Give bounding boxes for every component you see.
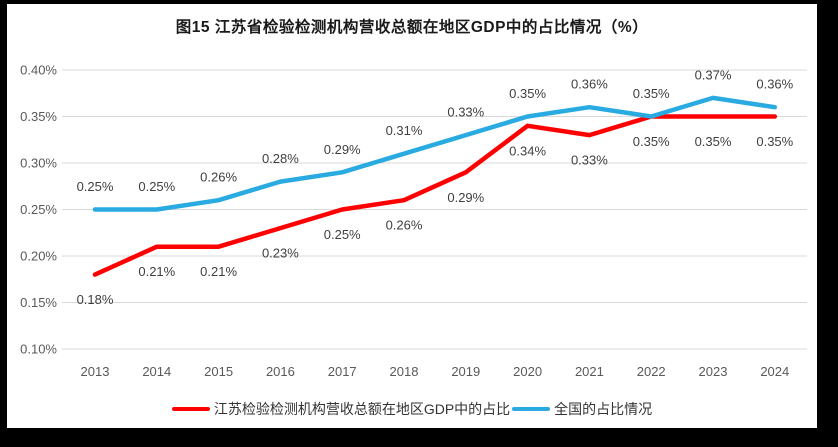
data-point-label: 0.25% <box>324 227 361 242</box>
legend-label-jiangsu: 江苏检验检测机构营收总额在地区GDP中的占比 <box>213 401 511 417</box>
data-point-label: 0.26% <box>200 170 237 185</box>
data-point-label: 0.37% <box>695 67 732 82</box>
line-chart-plot-area: 0.40% 0.35% 0.30% 0.25% 0.20% 0.15% 0.10% 2013 2… <box>20 63 807 379</box>
x-axis-tick-label: 2014 <box>142 364 171 379</box>
data-point-label: 0.33% <box>571 153 608 168</box>
data-point-label: 0.35% <box>695 134 732 149</box>
legend-line-red-icon <box>171 407 210 411</box>
data-point-label: 0.21% <box>200 264 237 279</box>
data-point-label: 0.33% <box>447 105 484 120</box>
y-axis-tick-label: 0.25% <box>20 202 57 217</box>
data-point-label: 0.29% <box>447 190 484 205</box>
chart-page: 图15 江苏省检验检测机构营收总额在地区GDP中的占比情况（%） 0.40% 0.… <box>7 4 817 428</box>
y-axis-tick-label: 0.40% <box>20 63 57 78</box>
x-axis-tick-label: 2018 <box>390 364 419 379</box>
y-axis-tick-label: 0.30% <box>20 156 57 171</box>
y-axis-tick-label: 0.10% <box>20 342 57 357</box>
data-point-label: 0.21% <box>138 264 175 279</box>
data-point-label: 0.31% <box>386 123 423 138</box>
legend-item-national[interactable]: 全国的占比情况 <box>512 399 652 419</box>
x-axis-tick-label: 2021 <box>575 364 604 379</box>
x-axis-tick-label: 2019 <box>451 364 480 379</box>
data-point-label: 0.35% <box>633 134 670 149</box>
x-axis-tick-label: 2016 <box>266 364 295 379</box>
legend-label-national: 全国的占比情况 <box>554 401 653 417</box>
data-point-label: 0.25% <box>77 179 114 194</box>
data-point-label: 0.29% <box>324 142 361 157</box>
data-point-label: 0.36% <box>756 77 793 92</box>
legend-item-jiangsu[interactable]: 江苏检验检测机构营收总额在地区GDP中的占比 <box>171 399 511 419</box>
data-point-label: 0.36% <box>571 77 608 92</box>
data-point-label: 0.34% <box>509 143 546 158</box>
y-axis-tick-label: 0.20% <box>20 249 57 264</box>
data-point-label: 0.26% <box>386 218 423 233</box>
series-line <box>92 95 778 212</box>
chart-legend: 江苏检验检测机构营收总额在地区GDP中的占比 全国的占比情况 <box>7 399 817 419</box>
chart-title: 图15 江苏省检验检测机构营收总额在地区GDP中的占比情况（%） <box>175 19 649 36</box>
data-point-label: 0.23% <box>262 246 299 261</box>
data-point-label: 0.35% <box>509 86 546 101</box>
x-axis-tick-label: 2023 <box>699 364 728 379</box>
data-point-label: 0.25% <box>138 179 175 194</box>
x-axis-tick-label: 2015 <box>204 364 233 379</box>
data-point-label: 0.28% <box>262 151 299 166</box>
data-point-label: 0.18% <box>77 292 114 307</box>
legend-line-blue-icon <box>512 407 551 411</box>
data-point-label: 0.35% <box>633 86 670 101</box>
y-axis-tick-label: 0.35% <box>20 109 57 124</box>
x-axis-tick-label: 2022 <box>637 364 666 379</box>
x-axis-tick-label: 2013 <box>81 364 110 379</box>
data-point-label: 0.35% <box>756 134 793 149</box>
x-axis-tick-label: 2024 <box>760 364 789 379</box>
x-axis-tick-label: 2020 <box>513 364 542 379</box>
x-axis-tick-label: 2017 <box>328 364 357 379</box>
series-line <box>92 114 778 277</box>
y-axis-tick-label: 0.15% <box>20 295 57 310</box>
